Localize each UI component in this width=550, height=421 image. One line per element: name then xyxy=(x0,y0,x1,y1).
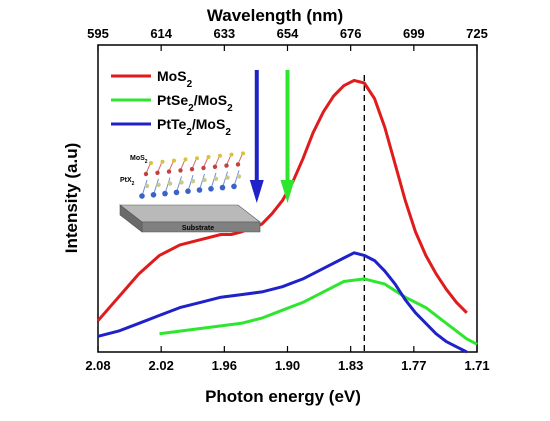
legend-label-ptte2: PtTe2/MoS2 xyxy=(157,116,231,138)
legend: MoS2 PtSe2/MoS2 PtTe2/MoS2 xyxy=(111,68,233,138)
inset-atom-s xyxy=(206,155,211,159)
inset-atom-pt xyxy=(231,183,237,190)
tick-group: 2.08 2.02 1.96 1.90 1.83 1.77 1.71 595 614 633 654… xyxy=(85,26,489,373)
inset-atom-x xyxy=(225,175,230,180)
arrow-1 xyxy=(280,70,295,203)
inset-schematic: Substrate MoS2 PtX2 xyxy=(119,151,261,233)
x-tick-label: 1.90 xyxy=(275,358,300,373)
series-line-2 xyxy=(97,251,468,354)
inset-atom-s xyxy=(183,157,188,162)
top-tick-label: 633 xyxy=(213,26,235,41)
inset-atoms xyxy=(139,151,245,199)
inset-atom-pt xyxy=(185,188,191,194)
legend-label-mos2: MoS2 xyxy=(157,68,193,90)
inset-atom-s xyxy=(229,152,234,157)
inset-atom-mo xyxy=(143,171,149,177)
plot-content xyxy=(96,70,478,354)
top-tick-label: 699 xyxy=(403,26,425,41)
y-axis-title: Intensity (a.u) xyxy=(62,143,81,254)
inset-atom-x xyxy=(236,174,242,179)
inset-atom-x xyxy=(179,180,184,185)
inset-label-substrate: Substrate xyxy=(182,225,214,232)
x-tick-label: 1.71 xyxy=(464,358,489,373)
inset-substrate-side xyxy=(119,204,143,233)
inset-atom-x xyxy=(156,182,161,187)
x-tick-label: 1.96 xyxy=(212,358,237,373)
inset-atom-s xyxy=(218,153,222,158)
inset-atom-pt xyxy=(162,190,168,197)
inset-atom-mo xyxy=(166,169,172,174)
inset-atom-s xyxy=(195,156,199,161)
inset-atom-pt xyxy=(208,186,214,192)
arrow-head xyxy=(249,180,264,203)
x-tick-label: 2.08 xyxy=(85,358,110,373)
inset-atom-s xyxy=(160,159,165,164)
inset-atom-x xyxy=(167,181,173,186)
inset-atom-x xyxy=(213,176,219,181)
inset-atom-s xyxy=(241,151,245,156)
arrow-head xyxy=(280,180,295,203)
inset-atom-pt xyxy=(150,192,157,198)
series-line-0 xyxy=(96,78,468,322)
top-tick-label: 614 xyxy=(150,26,172,41)
inset-atom-mo xyxy=(189,167,195,172)
inset-atom-mo xyxy=(178,168,183,173)
series-line-1 xyxy=(159,277,478,346)
top-tick-label: 595 xyxy=(87,26,109,41)
arrow-0 xyxy=(249,70,264,203)
inset-atom-x xyxy=(144,183,150,189)
top-axis-title: Wavelength (nm) xyxy=(207,6,343,25)
inset-atom-pt xyxy=(219,184,226,191)
inset-atom-mo xyxy=(224,163,229,168)
inset-substrate-top xyxy=(119,204,261,223)
inset-atom-pt xyxy=(139,193,145,199)
inset-atom-mo xyxy=(155,170,160,175)
legend-label-ptse2: PtSe2/MoS2 xyxy=(157,92,233,114)
x-axis-title: Photon energy (eV) xyxy=(205,387,361,406)
inset-atom-pt xyxy=(173,189,180,196)
inset-atom-mo xyxy=(201,165,206,171)
top-tick-label: 676 xyxy=(340,26,362,41)
inset-atom-x xyxy=(202,177,207,183)
inset-label-mos2: MoS2 xyxy=(130,155,148,165)
inset-label-ptx2: PtX2 xyxy=(120,177,135,187)
inset-atom-pt xyxy=(196,187,203,193)
inset-atom-s xyxy=(172,158,176,163)
x-tick-label: 2.02 xyxy=(149,358,174,373)
x-tick-label: 1.83 xyxy=(338,358,363,373)
x-tick-label: 1.77 xyxy=(401,358,426,373)
top-tick-label: 654 xyxy=(277,26,299,41)
inset-atom-s xyxy=(149,161,153,165)
inset-atom-mo xyxy=(212,164,218,169)
inset-atom-x xyxy=(190,179,196,184)
inset-atom-mo xyxy=(235,162,241,167)
top-tick-label: 725 xyxy=(466,26,488,41)
